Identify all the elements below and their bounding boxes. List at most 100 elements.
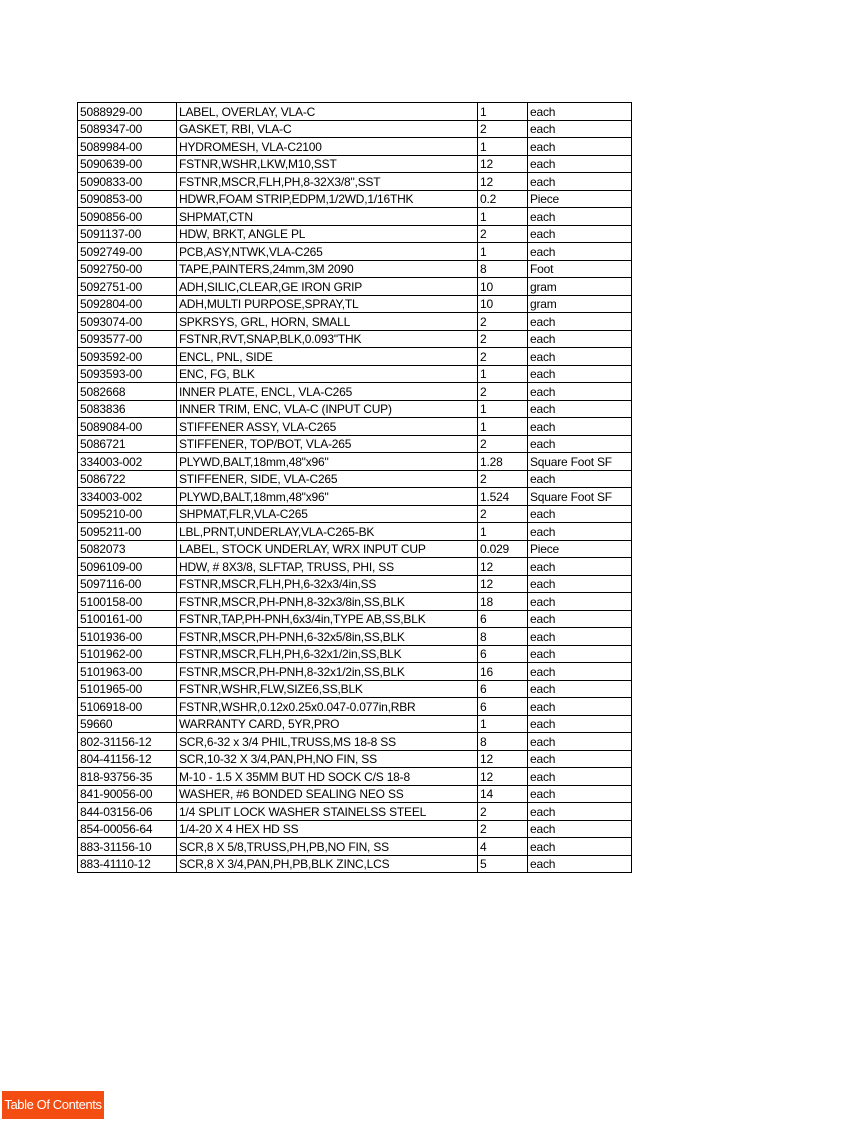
table-row: 5100161-00 FSTNR,TAP,PH-PNH,6x3/4in,TYPE …	[77, 609, 632, 628]
part-number-cell: 883-41110-12	[77, 854, 177, 873]
table-row: 5101936-00 FSTNR,MSCR,PH-PNH,6-32x5/8in,S…	[77, 627, 632, 646]
description-cell: HDW, BRKT, ANGLE PL	[176, 224, 478, 243]
description-cell: STIFFENER, SIDE, VLA-C265	[176, 469, 478, 488]
quantity-cell: 1	[477, 242, 528, 261]
description-cell: 1/4 SPLIT LOCK WASHER STAINELSS STEEL	[176, 802, 478, 821]
table-row: 818-93756-35 M-10 - 1.5 X 35MM BUT HD SOC…	[77, 767, 632, 786]
part-number-cell: 5092750-00	[77, 259, 177, 278]
description-cell: ENC, FG, BLK	[176, 364, 478, 383]
quantity-cell: 2	[477, 347, 528, 366]
part-number-cell: 5096109-00	[77, 557, 177, 576]
quantity-cell: 2	[477, 504, 528, 523]
unit-cell: each	[527, 749, 632, 768]
description-cell: PCB,ASY,NTWK,VLA-C265	[176, 242, 478, 261]
part-number-cell: 5091137-00	[77, 224, 177, 243]
quantity-cell: 12	[477, 557, 528, 576]
part-number-cell: 5100161-00	[77, 609, 177, 628]
description-cell: ADH,MULTI PURPOSE,SPRAY,TL	[176, 294, 478, 313]
unit-cell: each	[527, 312, 632, 331]
part-number-cell: 5083836	[77, 399, 177, 418]
table-row: 5089984-00 HYDROMESH, VLA-C2100 1 each	[77, 137, 632, 156]
unit-cell: each	[527, 469, 632, 488]
description-cell: SHPMAT,CTN	[176, 207, 478, 226]
part-number-cell: 5092804-00	[77, 294, 177, 313]
unit-cell: Foot	[527, 259, 632, 278]
quantity-cell: 2	[477, 819, 528, 838]
quantity-cell: 2	[477, 119, 528, 138]
unit-cell: each	[527, 697, 632, 716]
description-cell: LABEL, STOCK UNDERLAY, WRX INPUT CUP	[176, 539, 478, 558]
quantity-cell: 6	[477, 697, 528, 716]
part-number-cell: 334003-002	[77, 487, 177, 506]
table-row: 334003-002 PLYWD,BALT,18mm,48"x96" 1.28 Squ…	[77, 452, 632, 471]
description-cell: SCR,8 X 5/8,TRUSS,PH,PB,NO FIN, SS	[176, 837, 478, 856]
quantity-cell: 8	[477, 732, 528, 751]
description-cell: HYDROMESH, VLA-C2100	[176, 137, 478, 156]
quantity-cell: 1	[477, 417, 528, 436]
table-row: 5095211-00 LBL,PRNT,UNDERLAY,VLA-C265-BK 1…	[77, 522, 632, 541]
unit-cell: each	[527, 119, 632, 138]
part-number-cell: 5093593-00	[77, 364, 177, 383]
description-cell: SPKRSYS, GRL, HORN, SMALL	[176, 312, 478, 331]
part-number-cell: 844-03156-06	[77, 802, 177, 821]
quantity-cell: 6	[477, 609, 528, 628]
description-cell: FSTNR,WSHR,LKW,M10,SST	[176, 154, 478, 173]
part-number-cell: 5082668	[77, 382, 177, 401]
description-cell: 1/4-20 X 4 HEX HD SS	[176, 819, 478, 838]
table-of-contents-button[interactable]: Table Of Contents	[2, 1091, 104, 1119]
description-cell: LBL,PRNT,UNDERLAY,VLA-C265-BK	[176, 522, 478, 541]
quantity-cell: 2	[477, 802, 528, 821]
description-cell: FSTNR,MSCR,FLH,PH,6-32x3/4in,SS	[176, 574, 478, 593]
unit-cell: each	[527, 574, 632, 593]
unit-cell: each	[527, 329, 632, 348]
table-row: 5092750-00 TAPE,PAINTERS,24mm,3M 2090 8 Foo…	[77, 259, 632, 278]
unit-cell: each	[527, 767, 632, 786]
table-row: 854-00056-64 1/4-20 X 4 HEX HD SS 2 each	[77, 819, 632, 838]
table-row: 5096109-00 HDW, # 8X3/8, SLFTAP, TRUSS, P…	[77, 557, 632, 576]
part-number-cell: 5093577-00	[77, 329, 177, 348]
part-number-cell: 5093074-00	[77, 312, 177, 331]
part-number-cell: 334003-002	[77, 452, 177, 471]
table-row: 334003-002 PLYWD,BALT,18mm,48"x96" 1.524 Sq…	[77, 487, 632, 506]
quantity-cell: 1	[477, 207, 528, 226]
description-cell: SCR,6-32 x 3/4 PHIL,TRUSS,MS 18-8 SS	[176, 732, 478, 751]
quantity-cell: 12	[477, 154, 528, 173]
part-number-cell: 5086721	[77, 434, 177, 453]
part-number-cell: 5086722	[77, 469, 177, 488]
description-cell: INNER TRIM, ENC, VLA-C (INPUT CUP)	[176, 399, 478, 418]
table-row: 5093592-00 ENCL, PNL, SIDE 2 each	[77, 347, 632, 366]
description-cell: TAPE,PAINTERS,24mm,3M 2090	[176, 259, 478, 278]
table-row: 5086722 STIFFENER, SIDE, VLA-C265 2 each	[77, 469, 632, 488]
quantity-cell: 2	[477, 382, 528, 401]
unit-cell: each	[527, 417, 632, 436]
quantity-cell: 1.524	[477, 487, 528, 506]
quantity-cell: 2	[477, 434, 528, 453]
table-row: 5082073 LABEL, STOCK UNDERLAY, WRX INPUT …	[77, 539, 632, 558]
description-cell: SCR,10-32 X 3/4,PAN,PH,NO FIN, SS	[176, 749, 478, 768]
description-cell: HDW, # 8X3/8, SLFTAP, TRUSS, PHI, SS	[176, 557, 478, 576]
unit-cell: each	[527, 364, 632, 383]
unit-cell: each	[527, 557, 632, 576]
quantity-cell: 1	[477, 102, 528, 121]
table-row: 5101963-00 FSTNR,MSCR,PH-PNH,8-32x1/2in,S…	[77, 662, 632, 681]
table-row: 5091137-00 HDW, BRKT, ANGLE PL 2 each	[77, 224, 632, 243]
unit-cell: each	[527, 609, 632, 628]
part-number-cell: 5090853-00	[77, 189, 177, 208]
description-cell: SCR,8 X 3/4,PAN,PH,PB,BLK ZINC,LCS	[176, 854, 478, 873]
unit-cell: Square Foot SF	[527, 452, 632, 471]
unit-cell: each	[527, 172, 632, 191]
table-row: 841-90056-00 WASHER, #6 BONDED SEALING NE…	[77, 784, 632, 803]
table-row: 804-41156-12 SCR,10-32 X 3/4,PAN,PH,NO FI…	[77, 749, 632, 768]
quantity-cell: 1	[477, 137, 528, 156]
table-row: 5101962-00 FSTNR,MSCR,FLH,PH,6-32x1/2in,S…	[77, 644, 632, 663]
table-row: 5090833-00 FSTNR,MSCR,FLH,PH,8-32X3/8",SS…	[77, 172, 632, 191]
part-number-cell: 5100158-00	[77, 592, 177, 611]
quantity-cell: 12	[477, 767, 528, 786]
part-number-cell: 5090856-00	[77, 207, 177, 226]
unit-cell: each	[527, 714, 632, 733]
table-row: 844-03156-06 1/4 SPLIT LOCK WASHER STAINE…	[77, 802, 632, 821]
quantity-cell: 2	[477, 469, 528, 488]
unit-cell: each	[527, 137, 632, 156]
table-row: 5089084-00 STIFFENER ASSY, VLA-C265 1 each	[77, 417, 632, 436]
part-number-cell: 5095211-00	[77, 522, 177, 541]
